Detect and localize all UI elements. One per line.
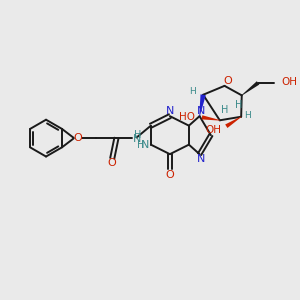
Text: HO: HO (178, 112, 194, 122)
Text: N: N (196, 154, 205, 164)
Text: H: H (220, 105, 228, 115)
Text: O: O (223, 76, 232, 85)
Text: O: O (166, 170, 174, 180)
Polygon shape (199, 94, 206, 116)
Text: H: H (189, 87, 196, 96)
Text: N: N (196, 106, 205, 116)
Text: H: H (235, 100, 242, 110)
Text: N: N (133, 134, 142, 144)
Text: H: H (244, 111, 250, 120)
Polygon shape (202, 115, 220, 121)
Text: N: N (141, 140, 149, 150)
Text: H: H (137, 140, 144, 150)
Polygon shape (242, 81, 259, 96)
Text: H: H (134, 130, 141, 140)
Text: O: O (74, 133, 82, 143)
Text: OH: OH (206, 125, 222, 135)
Polygon shape (225, 116, 241, 128)
Text: OH: OH (281, 77, 297, 87)
Text: O: O (107, 158, 116, 168)
Text: N: N (165, 106, 174, 116)
